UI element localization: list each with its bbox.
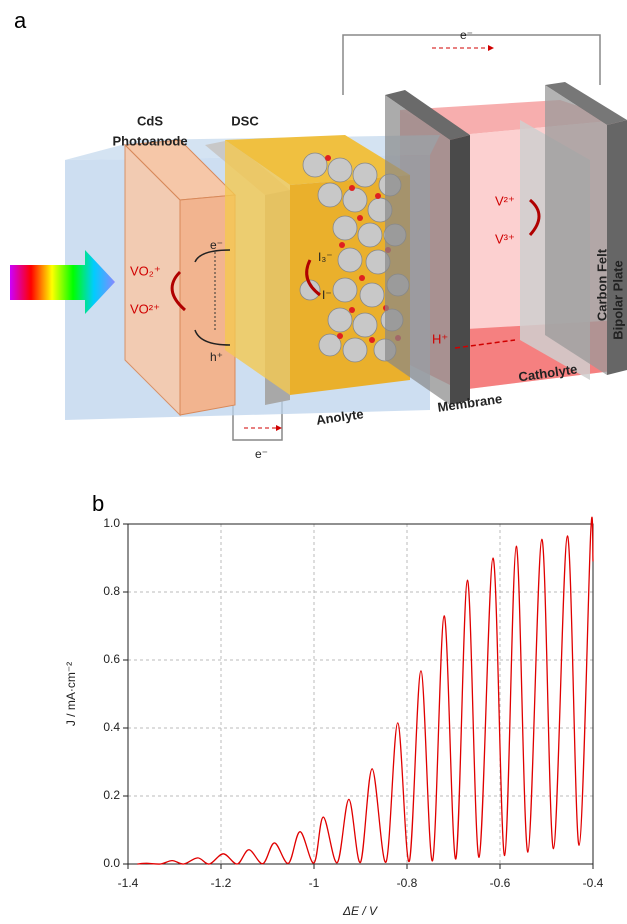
diagram-label: V²⁺ [495,193,515,208]
diagram-label: I₃⁻ [318,250,333,264]
x-tick-label: -0.8 [397,876,418,890]
diagram-label: Carbon Felt [594,248,609,321]
x-tick-label: -0.4 [583,876,604,890]
diagram-label: e⁻ [210,238,223,252]
figure: a [0,0,627,924]
y-tick-label: 0.2 [103,788,120,802]
y-tick-label: 1.0 [103,516,120,530]
diagram-label: e⁻ [255,447,268,461]
diagram-label: Photoanode [112,133,187,148]
x-tick-label: -0.6 [490,876,511,890]
diagram-label: Bipolar Plate [610,260,625,339]
panel-label: b [92,491,104,516]
plot-frame [128,524,593,864]
y-tick-label: 0.8 [103,584,120,598]
y-tick-label: 0.4 [103,720,120,734]
diagram-label: CdS [137,113,163,128]
diagram-label: e⁻ [460,28,473,42]
x-tick-label: -1.4 [118,876,139,890]
diagram-label: VO²⁺ [130,301,160,316]
x-tick-label: -1 [309,876,320,890]
diagram-label: h⁺ [210,350,223,364]
diagram-label: V³⁺ [495,231,515,246]
data-line [137,517,593,864]
diagram-label: DSC [231,113,259,128]
diagram-label: H⁺ [432,331,448,346]
x-tick-label: -1.2 [211,876,232,890]
diagram-label: I⁻ [322,288,332,302]
y-axis-label: J / mA·cm⁻² [64,662,78,726]
diagram-label: VO₂⁺ [130,263,161,278]
y-tick-label: 0.6 [103,652,120,666]
y-tick-label: 0.0 [103,856,120,870]
x-axis-label: ΔE / V [342,904,378,918]
panel-label: a [14,8,27,33]
